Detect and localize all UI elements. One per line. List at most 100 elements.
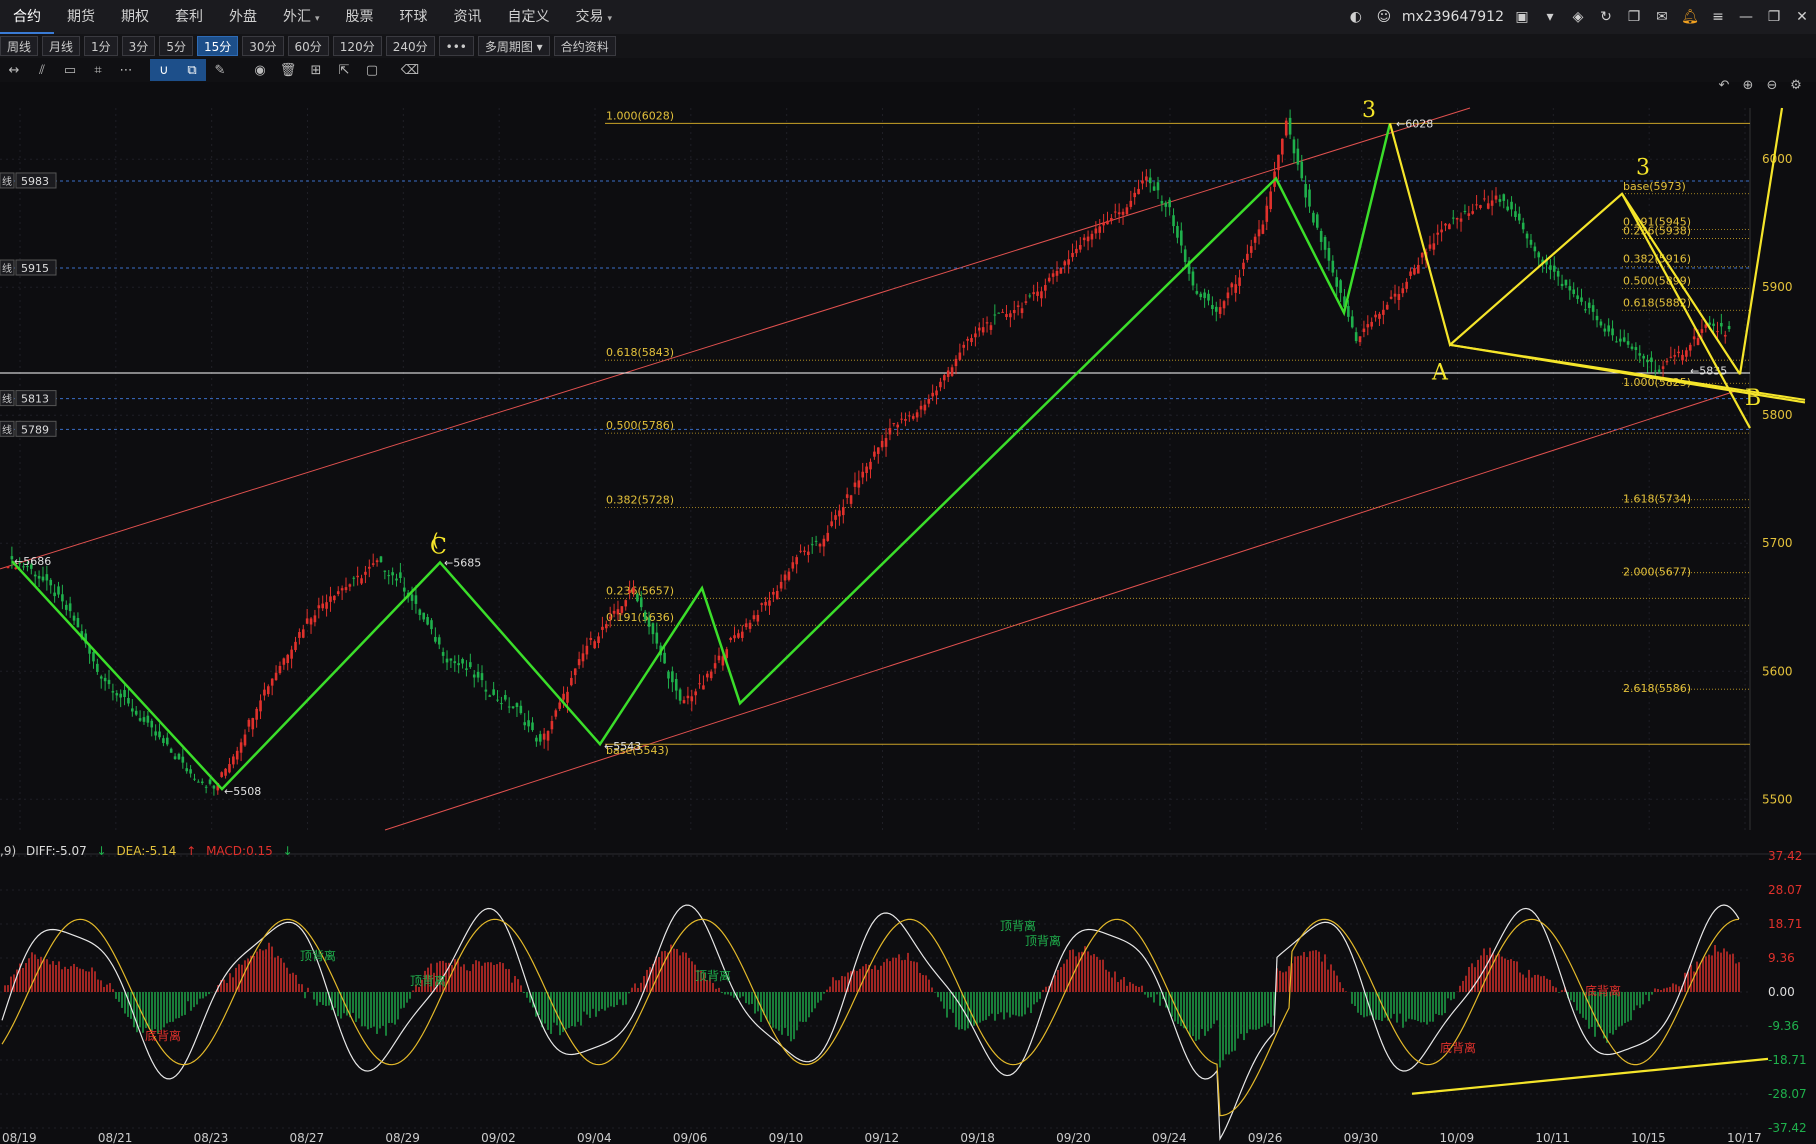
period-button-0[interactable]: 周线: [0, 36, 39, 56]
period-button-11[interactable]: 多周期图 ▾: [477, 36, 550, 56]
candle-body: [251, 718, 255, 730]
period-button-3[interactable]: 3分: [121, 36, 156, 56]
menu-item-label: 外盘: [229, 9, 257, 25]
menu-item-9[interactable]: 自定义: [495, 0, 563, 34]
eye-icon[interactable]: ◉: [254, 62, 266, 78]
candle-body: [368, 566, 371, 569]
period-button-10[interactable]: •••: [438, 36, 474, 56]
period-button-1[interactable]: 月线: [42, 36, 81, 56]
candle-body: [1296, 148, 1300, 165]
candle-body: [1183, 249, 1187, 262]
candle-body: [1587, 302, 1591, 308]
candle-body: [639, 597, 643, 608]
candle-body: [33, 574, 37, 577]
period-button-7[interactable]: 60分: [287, 36, 329, 56]
trash-icon[interactable]: 🗑︎: [279, 62, 297, 78]
candle-body: [1692, 336, 1696, 340]
bell-icon[interactable]: 🔔︎: [1681, 9, 1699, 25]
candle-body: [834, 515, 837, 520]
window-icon[interactable]: ❐: [1627, 9, 1641, 25]
more-icon[interactable]: ⋯: [119, 62, 133, 78]
candle-body: [146, 715, 150, 723]
candle-body: [1665, 361, 1669, 363]
layers-icon[interactable]: ◈: [1572, 9, 1584, 25]
y-tick-label: 5700: [1762, 536, 1793, 550]
username[interactable]: mx239647912: [1401, 9, 1504, 25]
menu-item-2[interactable]: 期权: [108, 0, 162, 34]
mail-icon[interactable]: ✉: [1656, 9, 1668, 25]
candle-body: [1420, 252, 1424, 258]
message-icon[interactable]: ▢: [365, 62, 379, 78]
period-button-9[interactable]: 240分: [385, 36, 435, 56]
candle-body: [1626, 341, 1630, 345]
menu-item-4[interactable]: 外盘: [216, 0, 270, 34]
refresh-icon[interactable]: ↻: [1600, 9, 1612, 25]
level-tag-text: 线: [2, 393, 12, 406]
fib-ext-label: 1.618(5734): [1623, 493, 1691, 506]
period-button-8[interactable]: 120分: [332, 36, 382, 56]
magnet-icon[interactable]: ∪: [150, 59, 178, 81]
candle-body: [1226, 292, 1230, 299]
cloud-icon[interactable]: ◐: [1349, 9, 1363, 25]
comment-icon[interactable]: ▭: [63, 62, 77, 78]
candle-body: [1308, 189, 1311, 207]
candle-body: [748, 622, 752, 629]
menu-item-3[interactable]: 套利: [162, 0, 216, 34]
restore-icon[interactable]: ❐: [1767, 9, 1781, 25]
candle-body: [876, 447, 880, 454]
copy-icon[interactable]: ⧉: [178, 59, 206, 81]
candle-body: [1564, 279, 1568, 286]
menu-item-6[interactable]: 股票: [333, 0, 387, 34]
candle-body: [298, 632, 301, 638]
y-tick-label: 5900: [1762, 280, 1793, 294]
grid-icon[interactable]: ⊞: [310, 62, 322, 78]
period-button-5[interactable]: 15分: [196, 36, 239, 56]
candle-body: [461, 658, 464, 664]
period-button-12[interactable]: 合约资料: [553, 36, 616, 56]
menu-item-7[interactable]: 环球: [387, 0, 441, 34]
candle-body: [915, 412, 919, 418]
id-card-icon[interactable]: ▣: [1515, 9, 1529, 25]
level-tag-box: [0, 390, 15, 407]
fib-label: 0.236(5657): [606, 584, 674, 597]
zoom-out-icon[interactable]: ⊖: [1766, 78, 1778, 93]
candle-body: [775, 590, 779, 600]
menu-item-10[interactable]: 交易 ▾: [563, 0, 626, 34]
period-button-2[interactable]: 1分: [84, 36, 118, 56]
crop-icon[interactable]: ⌗: [94, 62, 102, 78]
candle-body: [1455, 217, 1459, 220]
close-icon[interactable]: ✕: [1796, 9, 1808, 25]
zoom-in-icon[interactable]: ⊕: [1742, 78, 1754, 93]
menu-icon[interactable]: ≡: [1712, 9, 1724, 25]
price-marker-label: ←5508: [224, 785, 261, 798]
candle-body: [1203, 292, 1206, 299]
candle-body: [950, 367, 954, 376]
avatar[interactable]: ☺: [1376, 9, 1392, 25]
eraser-icon[interactable]: ⌫: [400, 62, 420, 78]
parallel-line-icon[interactable]: ⫽: [39, 62, 45, 78]
undo-icon[interactable]: ↶: [1718, 78, 1730, 93]
candle-body: [1615, 341, 1618, 343]
menu-item-5[interactable]: 外汇 ▾: [270, 0, 333, 34]
pen-icon[interactable]: ✎: [214, 62, 226, 78]
candle-body: [1490, 200, 1494, 206]
period-button-6[interactable]: 30分: [242, 36, 284, 56]
export-icon[interactable]: ⇱: [338, 62, 350, 78]
candle-body: [336, 591, 340, 595]
candle-body: [371, 563, 375, 565]
settings-icon[interactable]: ⚙: [1790, 78, 1802, 93]
candle-body: [605, 624, 608, 629]
candle-body: [430, 620, 433, 630]
chevron-down-icon[interactable]: ▾: [1546, 9, 1554, 25]
menu-item-8[interactable]: 资讯: [441, 0, 495, 34]
period-button-4[interactable]: 5分: [159, 36, 193, 56]
candle-body: [997, 312, 1001, 314]
minimize-icon[interactable]: —: [1739, 9, 1753, 25]
candle-body: [1315, 214, 1319, 228]
arrow-line-icon[interactable]: ↔: [8, 62, 20, 78]
menu-item-0[interactable]: 合约: [0, 0, 54, 34]
candle-body: [469, 662, 472, 668]
candle-body: [573, 668, 577, 676]
menu-item-1[interactable]: 期货: [54, 0, 108, 34]
